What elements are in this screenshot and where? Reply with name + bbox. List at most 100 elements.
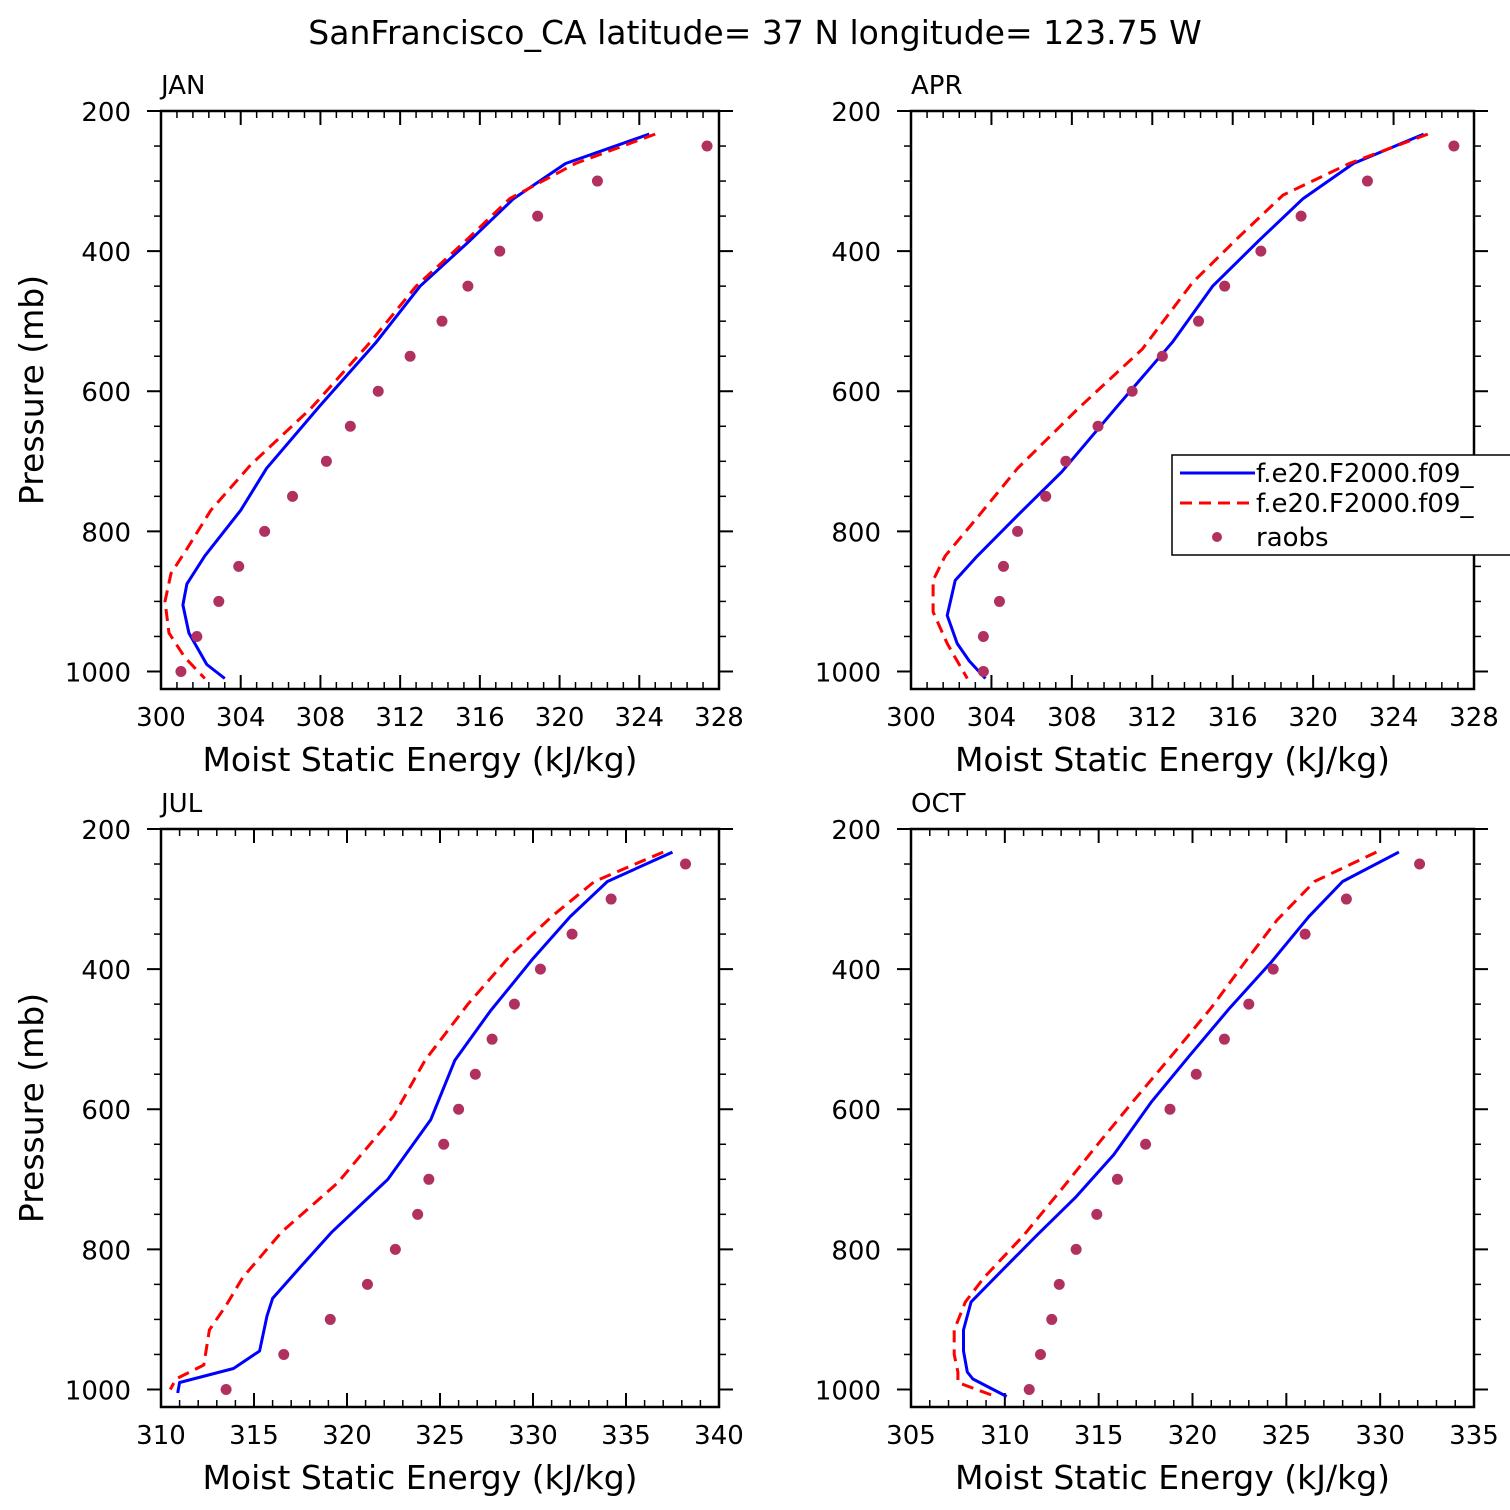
x-tick-label: 328 xyxy=(1449,703,1499,733)
series-line-model-2 xyxy=(163,132,656,680)
x-axis-label: Moist Static Energy (kJ/kg) xyxy=(955,740,1390,779)
raobs-point xyxy=(259,525,271,537)
raobs-point xyxy=(1023,1383,1035,1395)
x-tick-label: 308 xyxy=(296,703,346,733)
x-tick-label: 320 xyxy=(1168,1421,1218,1451)
x-tick-label: 316 xyxy=(1208,703,1258,733)
raobs-point xyxy=(1091,1208,1103,1220)
legend-entry-raobs: raobs xyxy=(1256,523,1329,553)
raobs-point xyxy=(494,245,506,257)
x-tick-label: 320 xyxy=(535,703,585,733)
raobs-point xyxy=(1156,350,1168,362)
x-tick-label: 324 xyxy=(614,703,664,733)
y-tick-label: 800 xyxy=(831,518,881,548)
x-tick-label: 300 xyxy=(886,703,936,733)
raobs-point xyxy=(287,490,299,502)
raobs-point xyxy=(1060,455,1072,467)
raobs-point xyxy=(220,1383,232,1395)
x-tick-label: 320 xyxy=(322,1421,372,1451)
raobs-point xyxy=(361,1278,373,1290)
y-tick-label: 200 xyxy=(81,98,131,128)
series-line-model-2 xyxy=(931,132,1429,680)
raobs-point xyxy=(1046,1313,1058,1325)
y-tick-label: 200 xyxy=(831,98,881,128)
series-line-model-2 xyxy=(952,850,1378,1398)
x-tick-label: 330 xyxy=(508,1421,558,1451)
y-axis-label: Pressure (mb) xyxy=(12,993,51,1223)
x-axis-label: Moist Static Energy (kJ/kg) xyxy=(202,740,637,779)
raobs-point xyxy=(486,1033,498,1045)
series-line-model-1 xyxy=(962,850,1400,1398)
raobs-point xyxy=(1193,315,1205,327)
y-tick-label: 200 xyxy=(81,816,131,846)
raobs-point xyxy=(532,210,544,222)
raobs-point xyxy=(534,963,546,975)
panel-jan: JAN 300 304 308 312 316 320 324 328 200 400 600 800 1… xyxy=(12,71,744,779)
raobs-point xyxy=(1034,1348,1046,1360)
x-tick-label: 340 xyxy=(694,1421,744,1451)
panel-jul: JUL 310 315 320 325 330 335 340 200 400 600 800 1000… xyxy=(12,789,744,1497)
y-tick-label: 1000 xyxy=(815,658,881,688)
panel-label: JAN xyxy=(159,71,205,101)
x-tick-label: 308 xyxy=(1047,703,1097,733)
panel-label: JUL xyxy=(159,789,203,819)
raobs-point xyxy=(412,1208,424,1220)
panel-apr: APR 300 304 308 312 316 320 324 328 200 400 600 800 1… xyxy=(815,71,1499,779)
x-tick-label: 325 xyxy=(1262,1421,1312,1451)
raobs-point xyxy=(977,630,989,642)
x-tick-label: 316 xyxy=(455,703,505,733)
y-tick-label: 600 xyxy=(831,1096,881,1126)
series-line-model-1 xyxy=(945,132,1425,680)
x-tick-label: 320 xyxy=(1288,703,1338,733)
figure-title: SanFrancisco_CA latitude= 37 N longitude… xyxy=(308,13,1201,52)
raobs-point xyxy=(389,1243,401,1255)
series-line-model-1 xyxy=(181,132,650,680)
y-tick-label: 1000 xyxy=(65,658,131,688)
raobs-point xyxy=(462,280,474,292)
raobs-point xyxy=(344,420,356,432)
x-tick-label: 335 xyxy=(1449,1421,1499,1451)
raobs-point xyxy=(591,175,603,187)
raobs-point xyxy=(701,140,713,152)
x-tick-label: 305 xyxy=(886,1421,936,1451)
x-tick-label: 328 xyxy=(694,703,744,733)
y-tick-label: 800 xyxy=(81,518,131,548)
raobs-point xyxy=(1012,525,1024,537)
raobs-point xyxy=(1218,1033,1230,1045)
raobs-point xyxy=(1070,1243,1082,1255)
raobs-point xyxy=(436,315,448,327)
legend-entry-model-1: f.e20.F2000.f09_ xyxy=(1256,459,1474,489)
raobs-point xyxy=(213,595,225,607)
raobs-point xyxy=(320,455,332,467)
series-line-model-1 xyxy=(176,850,674,1394)
y-axis-label: Pressure (mb) xyxy=(12,275,51,505)
y-tick-label: 800 xyxy=(831,1236,881,1266)
y-tick-label: 200 xyxy=(831,816,881,846)
raobs-point xyxy=(453,1103,465,1115)
raobs-point xyxy=(1164,1103,1176,1115)
plot-frame xyxy=(159,109,721,691)
x-tick-label: 310 xyxy=(980,1421,1030,1451)
raobs-point xyxy=(1361,175,1373,187)
x-tick-label: 300 xyxy=(136,703,186,733)
y-tick-label: 600 xyxy=(831,378,881,408)
x-tick-label: 312 xyxy=(1127,703,1177,733)
plot-frame xyxy=(909,827,1476,1409)
raobs-point xyxy=(1448,140,1460,152)
y-tick-label: 1000 xyxy=(815,1376,881,1406)
raobs-point xyxy=(1126,385,1138,397)
x-axis-label: Moist Static Energy (kJ/kg) xyxy=(955,1458,1390,1497)
raobs-point xyxy=(1299,928,1311,940)
raobs-point xyxy=(605,893,617,905)
raobs-point xyxy=(1140,1138,1152,1150)
raobs-point xyxy=(469,1068,481,1080)
series-line-model-2 xyxy=(168,850,664,1391)
raobs-point xyxy=(680,858,692,870)
raobs-point xyxy=(1111,1173,1123,1185)
raobs-point xyxy=(566,928,578,940)
raobs-point xyxy=(191,630,203,642)
raobs-point xyxy=(1267,963,1279,975)
raobs-point xyxy=(1243,998,1255,1010)
y-tick-label: 400 xyxy=(831,956,881,986)
